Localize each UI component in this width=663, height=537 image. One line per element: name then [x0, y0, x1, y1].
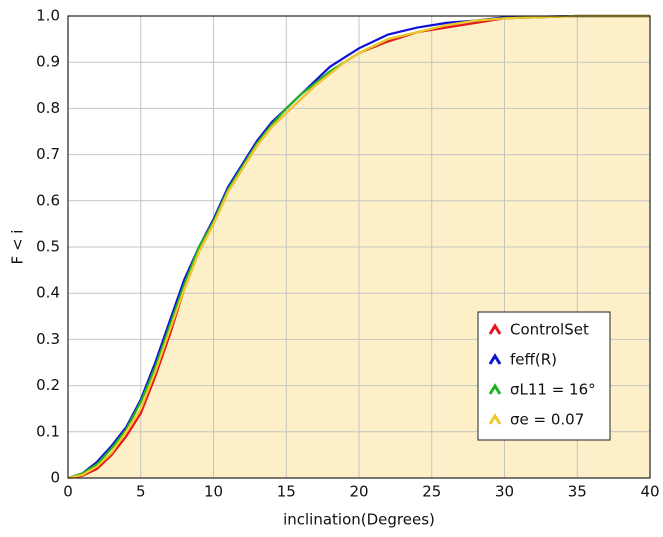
legend-marker: [488, 413, 502, 425]
x-tick-label: 30: [495, 483, 514, 501]
x-tick-label: 35: [568, 483, 587, 501]
y-axis-label: F < i: [9, 230, 27, 265]
x-tick-label: 25: [422, 483, 441, 501]
y-tick-label: 0.8: [36, 99, 60, 117]
legend: ControlSet feff(R) σL11 = 16° σe = 0.07: [477, 311, 611, 441]
y-tick-label: 0: [50, 469, 60, 487]
y-tick-label: 0.1: [36, 422, 60, 440]
legend-marker: [488, 323, 502, 335]
legend-label: σe = 0.07: [510, 411, 584, 429]
y-tick-label: 0.5: [36, 238, 60, 256]
y-tick-label: 0.9: [36, 53, 60, 71]
legend-label: ControlSet: [510, 321, 589, 339]
y-tick-label: 0.3: [36, 330, 60, 348]
x-tick-label: 40: [640, 483, 659, 501]
legend-marker: [488, 383, 502, 395]
plot-border: [67, 15, 651, 479]
y-tick-label: 0.7: [36, 145, 60, 163]
line: [67, 14, 650, 480]
x-tick-label: 15: [277, 483, 296, 501]
y-tick-label: 0.4: [36, 284, 60, 302]
y-tick-label: 1.0: [36, 7, 60, 25]
x-tick-label: 5: [136, 483, 146, 501]
y-tick-label: 0.2: [36, 376, 60, 394]
x-axis-label: inclination(Degrees): [283, 511, 435, 529]
x-tick-label: 0: [63, 483, 73, 501]
y-tick-label: 0.6: [36, 191, 60, 209]
legend-marker: [488, 353, 502, 365]
x-tick-label: 20: [349, 483, 368, 501]
x-tick-label: 10: [204, 483, 223, 501]
legend-label: feff(R): [510, 351, 557, 369]
legend-label: σL11 = 16°: [510, 381, 596, 399]
